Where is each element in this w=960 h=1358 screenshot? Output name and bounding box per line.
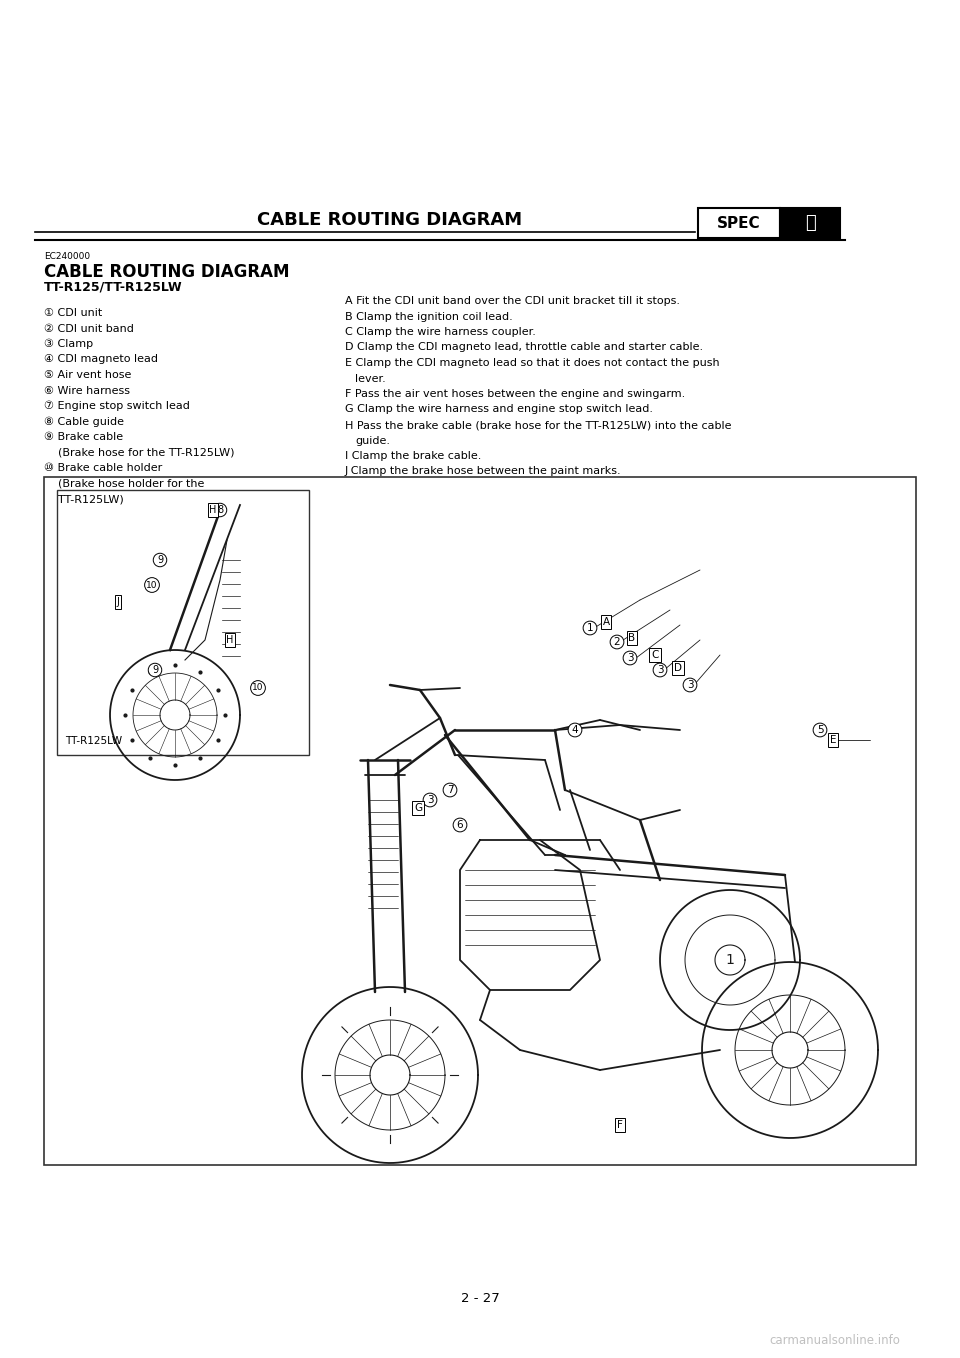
Text: ② CDI unit band: ② CDI unit band [44,323,133,334]
Text: 2 - 27: 2 - 27 [461,1291,499,1305]
Text: lever.: lever. [355,373,386,383]
Text: ⑨ Brake cable: ⑨ Brake cable [44,432,123,441]
Text: 7: 7 [446,785,453,794]
Text: H: H [209,505,217,515]
Text: 9: 9 [156,555,163,565]
Text: A Fit the CDI unit band over the CDI unit bracket till it stops.: A Fit the CDI unit band over the CDI uni… [345,296,680,306]
Text: (Brake hose for the TT-R125LW): (Brake hose for the TT-R125LW) [44,448,234,458]
Text: ⑦ Engine stop switch lead: ⑦ Engine stop switch lead [44,401,190,411]
Text: (Brake hose holder for the: (Brake hose holder for the [44,478,204,489]
Text: J Clamp the brake hose between the paint marks.: J Clamp the brake hose between the paint… [345,467,622,477]
Text: 10: 10 [146,580,157,589]
Text: SPEC: SPEC [717,216,761,231]
Text: 4: 4 [572,725,578,735]
Text: H: H [227,636,233,645]
Text: CABLE ROUTING DIAGRAM: CABLE ROUTING DIAGRAM [44,263,290,281]
Text: D: D [674,663,682,674]
Text: E Clamp the CDI magneto lead so that it does not contact the push: E Clamp the CDI magneto lead so that it … [345,359,720,368]
Text: 9: 9 [152,665,158,675]
Text: CABLE ROUTING DIAGRAM: CABLE ROUTING DIAGRAM [257,210,522,230]
Text: 3: 3 [426,794,433,805]
Text: J: J [116,598,119,607]
Text: ④ CDI magneto lead: ④ CDI magneto lead [44,354,158,364]
Text: 3: 3 [686,680,693,690]
Text: E: E [829,735,836,746]
Text: 6: 6 [457,820,464,830]
Text: ⑤ Air vent hose: ⑤ Air vent hose [44,369,132,380]
Text: 1: 1 [587,623,593,633]
Text: F Pass the air vent hoses between the engine and swingarm.: F Pass the air vent hoses between the en… [345,388,685,399]
Text: 1: 1 [726,953,734,967]
Text: ⑩ Brake cable holder: ⑩ Brake cable holder [44,463,162,473]
Bar [44,477,916,1165]
Text: 8: 8 [217,505,223,515]
Text: G Clamp the wire harness and engine stop switch lead.: G Clamp the wire harness and engine stop… [345,405,653,414]
Text: TT-R125/TT-R125LW: TT-R125/TT-R125LW [44,281,182,293]
Text: 2: 2 [613,637,620,646]
Bar [698,208,780,238]
Text: C: C [651,650,659,660]
Text: 3: 3 [657,665,663,675]
Text: ⑥ Wire harness: ⑥ Wire harness [44,386,130,395]
Text: A: A [603,617,610,627]
Text: ⑧ Cable guide: ⑧ Cable guide [44,417,124,426]
Text: F: F [617,1120,623,1130]
Text: EC240000: EC240000 [44,253,90,261]
Text: carmanualsonline.info: carmanualsonline.info [769,1334,900,1347]
Text: 5: 5 [817,725,824,735]
Bar [57,490,309,755]
Text: 3: 3 [627,653,634,663]
Text: ① CDI unit: ① CDI unit [44,308,103,318]
Text: G: G [414,803,422,813]
Text: 🔧: 🔧 [804,215,815,232]
Text: D Clamp the CDI magneto lead, throttle cable and starter cable.: D Clamp the CDI magneto lead, throttle c… [345,342,703,353]
Text: ③ Clamp: ③ Clamp [44,340,93,349]
Text: B: B [629,633,636,642]
Text: I Clamp the brake cable.: I Clamp the brake cable. [345,451,481,460]
Bar [780,208,840,238]
Text: B Clamp the ignition coil lead.: B Clamp the ignition coil lead. [345,311,513,322]
Text: guide.: guide. [355,436,390,445]
Text: 10: 10 [252,683,264,693]
Text: TT-R125LW: TT-R125LW [65,736,122,746]
Text: C Clamp the wire harness coupler.: C Clamp the wire harness coupler. [345,327,536,337]
Text: H Pass the brake cable (brake hose for the TT-R125LW) into the cable: H Pass the brake cable (brake hose for t… [345,420,732,430]
Text: TT-R125LW): TT-R125LW) [44,494,124,504]
